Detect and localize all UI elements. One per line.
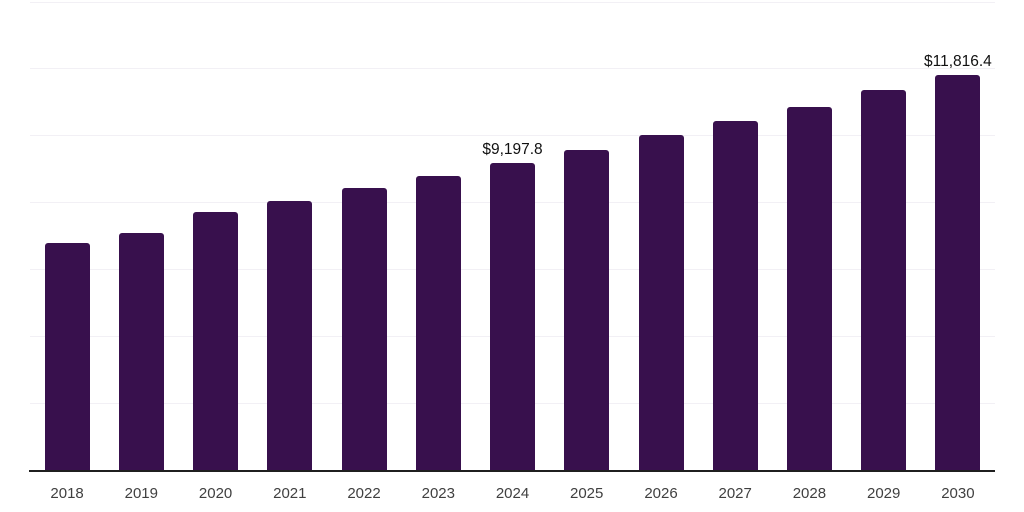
x-tick-label-2018: 2018 (50, 485, 84, 502)
gridline-12000 (30, 68, 995, 70)
x-tick-label-2030: 2030 (941, 485, 975, 502)
bar-2025 (564, 149, 610, 471)
bar-2026 (638, 134, 684, 471)
x-tick-label-2025: 2025 (570, 485, 604, 502)
x-tick-label-2029: 2029 (867, 485, 901, 502)
bar-2024 (490, 162, 535, 471)
x-tick-label-2027: 2027 (718, 485, 752, 502)
x-tick-label-2022: 2022 (347, 485, 381, 502)
x-axis-line (29, 470, 995, 472)
bar-2027 (712, 120, 758, 471)
bar-2028 (786, 106, 832, 471)
x-tick-label-2026: 2026 (644, 485, 678, 502)
bar-2029 (861, 89, 907, 471)
bar-2018 (44, 242, 90, 471)
x-tick-label-2024: 2024 (495, 485, 530, 502)
gridline-14000 (30, 1, 995, 3)
x-tick-label-2023: 2023 (421, 485, 455, 502)
gridline-10000 (30, 135, 995, 137)
bar-2030 (935, 75, 981, 471)
x-tick-label-2021: 2021 (273, 485, 307, 502)
bar-2022 (341, 187, 387, 471)
x-tick-label-2028: 2028 (792, 485, 827, 502)
data-label-2024: $9,197.8 (482, 140, 543, 158)
bar-2020 (193, 211, 239, 471)
bar-2019 (118, 232, 164, 471)
x-tick-label-2020: 2020 (198, 485, 233, 502)
x-tick-label-2019: 2019 (124, 485, 158, 502)
bar-2021 (267, 200, 313, 471)
bar-2023 (415, 175, 461, 471)
data-label-2030: $11,816.4 (923, 53, 992, 71)
